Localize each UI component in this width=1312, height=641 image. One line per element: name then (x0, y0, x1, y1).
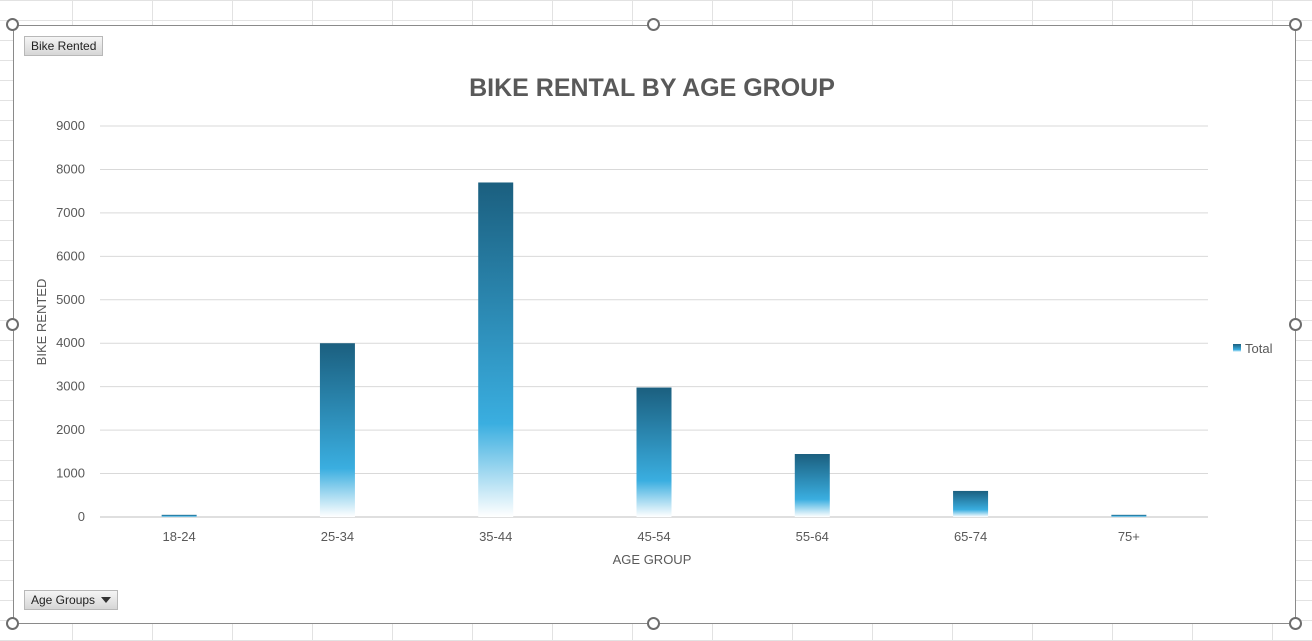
axis-field-label: Age Groups (31, 593, 96, 607)
bar-35-44[interactable] (478, 182, 514, 517)
bar-75+[interactable] (1111, 514, 1147, 517)
resize-handle-bottom-left[interactable] (6, 617, 19, 630)
axis-field-button[interactable]: Age Groups (24, 590, 119, 610)
bar-18-24[interactable] (161, 514, 197, 517)
bar-25-34[interactable] (319, 343, 355, 517)
resize-handle-bottom-right[interactable] (1289, 617, 1302, 630)
y-tick-label: 7000 (56, 205, 85, 220)
y-tick-label: 8000 (56, 161, 85, 176)
resize-handle-top[interactable] (647, 18, 660, 31)
x-tick-label: 65-74 (954, 529, 987, 544)
y-axis-label: BIKE RENTED (34, 279, 49, 366)
y-tick-label: 5000 (56, 292, 85, 307)
x-axis-label: AGE GROUP (613, 552, 692, 567)
y-tick-label: 9000 (56, 118, 85, 133)
x-tick-label: 45-54 (637, 529, 670, 544)
value-field-label: Bike Rented (31, 39, 97, 53)
legend[interactable]: Total (1233, 341, 1273, 356)
chevron-down-icon[interactable] (101, 597, 112, 603)
x-tick-label: 55-64 (796, 529, 829, 544)
resize-handle-right[interactable] (1289, 318, 1302, 331)
y-tick-label: 4000 (56, 335, 85, 350)
resize-handle-bottom[interactable] (647, 617, 660, 630)
bars (161, 182, 1147, 517)
x-axis-ticks: 18-24 25-34 35-44 45-54 55-64 65-74 75+ (163, 529, 1140, 544)
value-field-button[interactable]: Bike Rented (24, 36, 104, 56)
y-axis-ticks: 0 1000 2000 3000 4000 5000 6000 7000 8000 9000 (56, 118, 85, 524)
bar-55-64[interactable] (794, 454, 830, 517)
legend-label: Total (1245, 341, 1273, 356)
bar-45-54[interactable] (636, 387, 672, 517)
chart-area[interactable]: Bike Rented Age Groups (13, 25, 1296, 624)
y-tick-label: 3000 (56, 379, 85, 394)
resize-handle-top-right[interactable] (1289, 18, 1302, 31)
y-tick-label: 6000 (56, 248, 85, 263)
x-tick-label: 35-44 (479, 529, 512, 544)
x-tick-label: 75+ (1118, 529, 1140, 544)
y-tick-label: 2000 (56, 422, 85, 437)
y-tick-label: 0 (78, 509, 85, 524)
bar-65-74[interactable] (953, 490, 989, 517)
resize-handle-top-left[interactable] (6, 18, 19, 31)
legend-swatch (1233, 344, 1241, 352)
chart-title: BIKE RENTAL BY AGE GROUP (469, 74, 835, 102)
resize-handle-left[interactable] (6, 318, 19, 331)
y-tick-label: 1000 (56, 466, 85, 481)
x-tick-label: 25-34 (321, 529, 354, 544)
x-tick-label: 18-24 (163, 529, 196, 544)
